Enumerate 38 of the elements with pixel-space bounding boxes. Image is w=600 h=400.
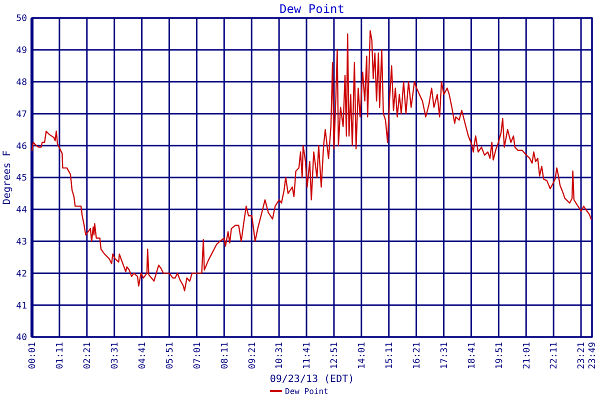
y-tick-label: 44	[16, 206, 27, 216]
x-tick-label: 16:21	[412, 342, 422, 370]
x-tick-label: 04:41	[138, 342, 148, 370]
x-tick-label: 23:49	[588, 342, 598, 370]
x-tick-label: 02:21	[83, 342, 94, 370]
x-tick-label: 11:41	[302, 342, 313, 370]
x-tick-label: 14:01	[358, 342, 368, 370]
x-tick-label: 03:31	[110, 342, 121, 370]
line-series	[31, 30, 592, 292]
chart-title: Dew Point	[279, 2, 345, 16]
y-tick-label: 41	[16, 301, 27, 312]
y-axis-title: Degrees F	[2, 150, 13, 205]
x-tick-label: 05:51	[165, 342, 176, 370]
x-tick-label: 19:51	[494, 342, 505, 370]
y-tick-label: 48	[16, 78, 27, 88]
y-tick-label: 43	[16, 237, 27, 248]
x-tick-label: 00:01	[28, 342, 38, 370]
x-tick-label: 18:41	[467, 342, 478, 370]
x-tick-label: 09:21	[248, 342, 258, 370]
x-tick-label: 23:21	[577, 342, 588, 370]
x-tick-label: 15:11	[385, 342, 396, 370]
legend-label: Dew Point	[285, 387, 329, 396]
y-tick-label: 45	[16, 174, 27, 184]
x-tick-label: 22:11	[550, 342, 560, 370]
x-tick-label: 01:11	[56, 342, 66, 370]
y-tick-label: 42	[16, 269, 27, 280]
y-tick-label: 46	[16, 142, 27, 152]
x-tick-label: 10:31	[275, 342, 286, 370]
y-tick-label: 49	[16, 46, 27, 56]
x-axis-title: 09/23/13 (EDT)	[270, 374, 354, 385]
y-tick-label: 47	[16, 110, 27, 120]
x-tick-label: 08:11	[220, 342, 230, 370]
x-tick-label: 12:51	[330, 342, 340, 370]
x-tick-label: 07:01	[192, 342, 203, 370]
x-tick-label: 21:01	[522, 342, 532, 370]
y-tick-label: 50	[16, 14, 27, 24]
y-tick-label: 40	[16, 333, 27, 344]
x-tick-label: 17:31	[440, 342, 450, 370]
